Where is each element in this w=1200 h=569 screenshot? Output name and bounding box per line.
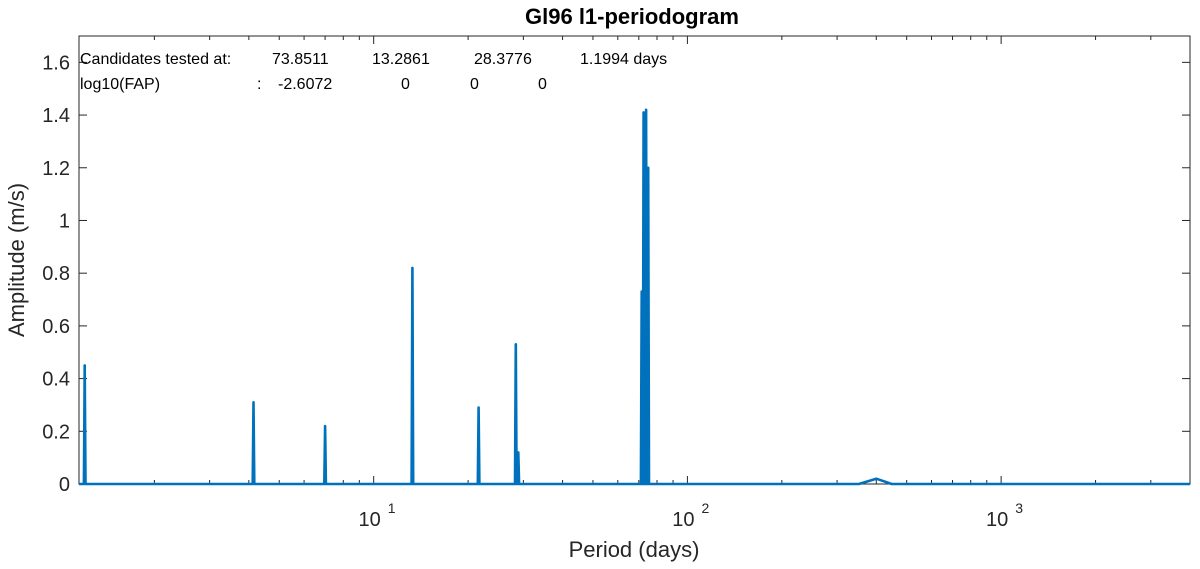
y-axis: 0 0.2 0.4 0.6 0.8 1 1.2 1.4 1.6 bbox=[42, 52, 1190, 496]
chart-title: Gl96 l1-periodogram bbox=[525, 4, 739, 29]
y-tick-label: 1.4 bbox=[42, 105, 70, 127]
y-tick-label: 1.2 bbox=[42, 158, 70, 180]
fap-separator: : bbox=[257, 76, 261, 93]
y-tick-label: 0.8 bbox=[42, 263, 70, 285]
x-axis: 10 1 10 2 10 3 bbox=[153, 36, 1191, 531]
plot-frame bbox=[78, 35, 1191, 485]
x-tick-label: 10 bbox=[359, 509, 381, 531]
x-tick-exponent: 2 bbox=[702, 500, 710, 516]
x-tick-exponent: 1 bbox=[388, 500, 396, 516]
candidates-label: Candidates tested at: bbox=[80, 51, 231, 68]
y-tick-label: 0 bbox=[59, 474, 70, 496]
x-tick-exponent: 3 bbox=[1015, 500, 1023, 516]
x-axis-title: Period (days) bbox=[569, 537, 700, 562]
y-tick-label: 0.6 bbox=[42, 316, 70, 338]
candidate-value-2: 13.2861 bbox=[372, 51, 430, 68]
x-tick-label: 10 bbox=[672, 509, 694, 531]
candidate-value-4: 1.1994 days bbox=[580, 51, 667, 68]
fap-value-4: 0 bbox=[538, 76, 547, 93]
fap-value-2: 0 bbox=[401, 76, 410, 93]
candidate-value-1: 73.8511 bbox=[272, 51, 329, 68]
fap-value-1: -2.6072 bbox=[278, 76, 332, 93]
fap-value-3: 0 bbox=[470, 76, 479, 93]
y-tick-label: 1 bbox=[59, 210, 70, 232]
series-line bbox=[79, 108, 1190, 486]
x-tick-label: 10 bbox=[986, 509, 1008, 531]
candidate-value-3: 28.3776 bbox=[474, 51, 532, 68]
y-tick-label: 0.2 bbox=[42, 421, 70, 443]
y-tick-label: 1.6 bbox=[42, 52, 70, 74]
y-tick-label: 0.4 bbox=[42, 369, 70, 391]
annotation-box: Candidates tested at: 73.8511 13.2861 28… bbox=[80, 51, 667, 93]
y-axis-title: Amplitude (m/s) bbox=[4, 183, 29, 337]
plot-area bbox=[78, 35, 1191, 485]
fap-label: log10(FAP) bbox=[80, 76, 160, 93]
